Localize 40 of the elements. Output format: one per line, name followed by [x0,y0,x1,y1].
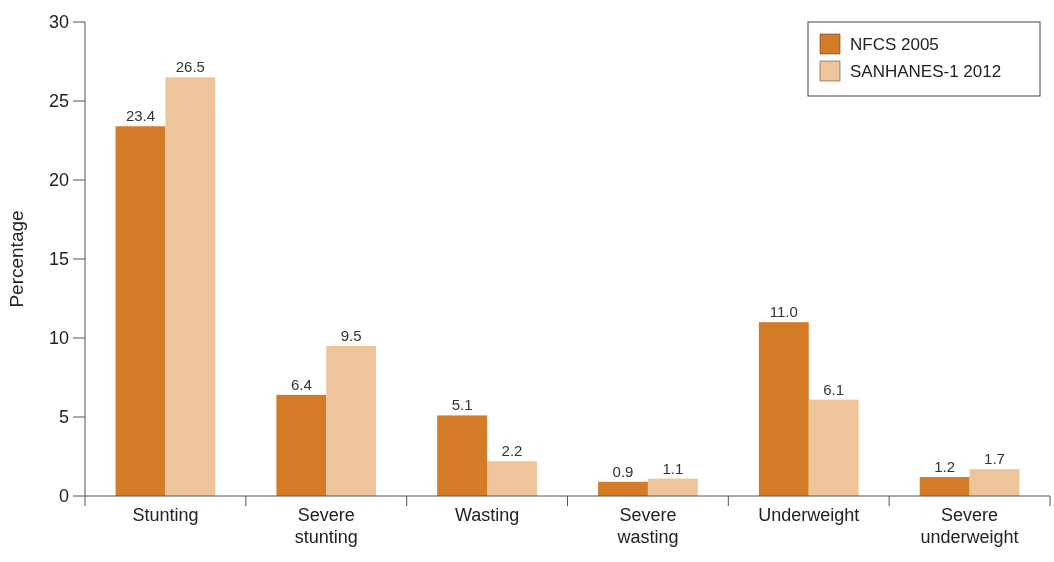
x-tick-label: Wasting [454,505,520,525]
x-tick-label: Underweight [758,505,860,525]
data-label: 1.2 [934,458,956,476]
data-label: 23.4 [125,107,156,125]
y-tick-label: 0 [58,486,69,507]
y-tick-label: 15 [48,249,69,270]
bar [919,477,970,496]
data-label: 0.9 [612,462,634,480]
y-axis-title: Percentage [6,210,27,308]
bar [758,322,809,496]
legend-label: SANHANES-1 2012 [850,62,1002,81]
y-tick-label: 20 [48,170,69,191]
y-tick-label: 25 [48,91,69,112]
data-label: 26.5 [175,58,205,76]
legend-label: NFCS 2005 [850,35,939,54]
bar [808,399,859,496]
bar [487,461,537,496]
data-label: 9.5 [340,326,362,344]
bar [276,394,327,496]
bar [165,77,216,496]
y-tick-label: 30 [48,12,69,33]
bar [437,415,488,496]
data-label: 1.7 [984,450,1005,468]
data-label: 2.2 [501,442,523,460]
bar [969,469,1020,496]
data-label: 1.1 [662,459,684,477]
data-label: 5.1 [451,396,473,414]
y-tick-label: 10 [48,328,69,349]
data-label: 11.0 [769,303,798,321]
x-tick-label: Severe underweight [920,505,1019,547]
x-tick-label: Severe wasting [616,505,679,547]
data-label: 6.1 [823,380,845,398]
bar [326,345,377,496]
x-tick-label: Severe stunting [294,505,358,547]
y-tick-label: 5 [58,407,69,428]
bar [115,126,166,496]
bar [647,478,698,496]
x-tick-label: Stunting [132,505,199,525]
bar [598,481,648,496]
data-label: 6.4 [290,375,312,393]
